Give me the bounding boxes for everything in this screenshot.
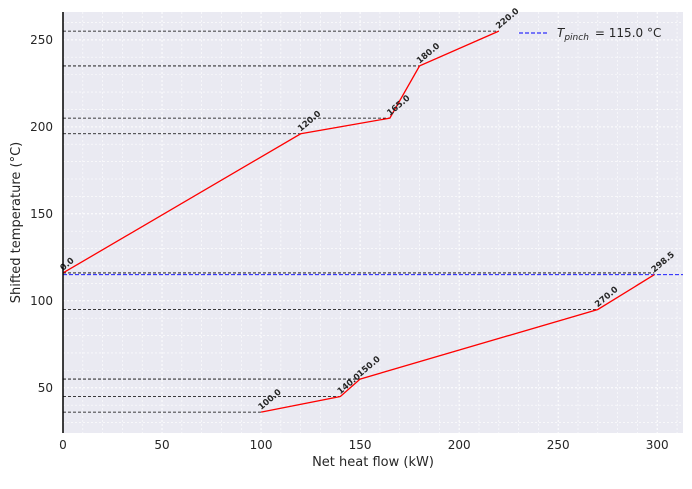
legend-pinch-label: Tpinch = 115.0 °C (557, 26, 661, 43)
y-tick-label: 100 (30, 294, 53, 308)
y-axis-label: Shifted temperature (°C) (9, 142, 24, 304)
grand-composite-curve (260, 274, 655, 413)
legend-symbol-sub: pinch (563, 33, 589, 43)
curves (62, 30, 655, 413)
x-tick-label: 50 (154, 438, 169, 452)
grid (62, 12, 683, 433)
y-tick-label: 50 (38, 381, 53, 395)
grand-composite-curve (62, 30, 500, 274)
x-tick-label: 250 (547, 438, 570, 452)
legend: Tpinch = 115.0 °C (519, 26, 661, 43)
x-axis-label: Net heat flow (kW) (312, 455, 434, 470)
y-tick-label: 250 (30, 33, 53, 47)
x-tick-label: 300 (646, 438, 669, 452)
x-axis-ticks: 0 50 100 150 200 250 300 (59, 438, 669, 452)
x-tick-label: 100 (250, 438, 273, 452)
y-tick-label: 200 (30, 120, 53, 134)
level-lines (63, 30, 655, 413)
legend-symbol: T (557, 26, 566, 40)
plot-background (63, 12, 683, 433)
x-tick-label: 150 (349, 438, 372, 452)
x-tick-label: 0 (59, 438, 67, 452)
x-tick-label: 200 (448, 438, 471, 452)
legend-value: = 115.0 °C (595, 26, 661, 40)
y-tick-label: 150 (30, 207, 53, 221)
y-axis-ticks: 50 100 150 200 250 (30, 33, 53, 395)
